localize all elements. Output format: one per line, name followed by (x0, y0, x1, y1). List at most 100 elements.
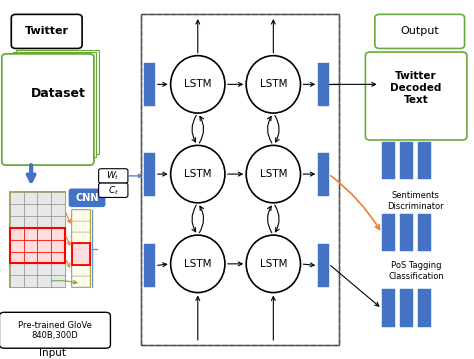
Bar (382, 289, 395, 327)
Bar (51, 275, 64, 287)
Bar (51, 228, 64, 239)
Bar (51, 228, 64, 239)
Bar (24, 239, 37, 252)
Bar (72, 210, 90, 221)
Bar (10, 192, 64, 287)
Bar (17, 50, 99, 154)
Text: Twitter: Twitter (25, 26, 69, 36)
Bar (418, 142, 431, 180)
Bar (318, 153, 328, 196)
Bar (24, 252, 37, 264)
Text: PoS Tagging
Classification: PoS Tagging Classification (388, 261, 444, 281)
Bar (37, 239, 51, 252)
Bar (318, 63, 328, 106)
Bar (72, 265, 90, 276)
Ellipse shape (171, 145, 225, 203)
Bar (10, 228, 24, 239)
Bar (72, 210, 90, 287)
Text: $W_t$: $W_t$ (107, 170, 120, 182)
Ellipse shape (246, 235, 301, 293)
Bar (51, 252, 64, 264)
Bar (13, 52, 96, 157)
FancyBboxPatch shape (99, 183, 128, 197)
FancyBboxPatch shape (11, 14, 82, 48)
Bar (24, 252, 37, 264)
Bar (141, 14, 339, 345)
Bar (10, 275, 24, 287)
Bar (37, 228, 51, 239)
Text: LSTM: LSTM (260, 169, 287, 179)
Bar (37, 239, 51, 252)
Text: Pre-trained GloVe
840B,300D: Pre-trained GloVe 840B,300D (18, 321, 92, 340)
Bar (145, 63, 155, 106)
Bar (51, 252, 64, 264)
Bar (318, 244, 328, 287)
Bar (24, 228, 37, 239)
Bar (400, 214, 413, 251)
Bar (418, 289, 431, 327)
Bar (10, 252, 24, 264)
Bar (24, 264, 37, 275)
Text: LSTM: LSTM (260, 79, 287, 89)
Bar (72, 276, 90, 287)
Bar (72, 221, 90, 232)
Bar (37, 192, 51, 204)
Bar (37, 275, 51, 287)
FancyBboxPatch shape (365, 52, 467, 140)
Bar (24, 192, 37, 204)
Bar (10, 204, 24, 216)
Bar (10, 252, 24, 264)
Bar (418, 214, 431, 251)
FancyBboxPatch shape (69, 189, 105, 206)
Bar (24, 275, 37, 287)
Text: LSTM: LSTM (260, 259, 287, 269)
Bar (37, 228, 51, 239)
Text: LSTM: LSTM (184, 169, 211, 179)
Bar (72, 254, 90, 265)
Bar (382, 214, 395, 251)
Text: Output: Output (401, 26, 439, 36)
Text: Input: Input (39, 348, 66, 358)
Bar (10, 228, 64, 264)
Text: Twitter
Decoded
Text: Twitter Decoded Text (390, 71, 442, 104)
Bar (24, 239, 37, 252)
Bar (51, 264, 64, 275)
Text: LSTM: LSTM (184, 79, 211, 89)
Bar (10, 239, 24, 252)
Bar (10, 228, 24, 239)
Bar (37, 252, 51, 264)
Bar (145, 153, 155, 196)
Bar (382, 142, 395, 180)
FancyBboxPatch shape (375, 14, 465, 48)
Bar (51, 192, 64, 204)
Bar (72, 243, 90, 265)
Text: CNN: CNN (75, 193, 99, 203)
Text: LSTM: LSTM (184, 259, 211, 269)
Bar (24, 204, 37, 216)
Bar (51, 204, 64, 216)
Bar (51, 239, 64, 252)
FancyBboxPatch shape (2, 54, 94, 165)
Bar (400, 289, 413, 327)
Bar (72, 243, 90, 265)
Bar (37, 216, 51, 228)
Ellipse shape (171, 56, 225, 113)
Bar (10, 239, 24, 252)
Bar (37, 264, 51, 275)
Bar (141, 14, 339, 345)
Bar (37, 204, 51, 216)
Bar (10, 55, 92, 159)
Text: Dataset: Dataset (31, 87, 86, 100)
Bar (72, 243, 90, 254)
Bar (10, 192, 24, 204)
Bar (400, 142, 413, 180)
Bar (51, 216, 64, 228)
Text: $C_t$: $C_t$ (108, 184, 119, 196)
Bar (10, 264, 24, 275)
Text: Sentiments
Discriminator: Sentiments Discriminator (388, 191, 444, 211)
Ellipse shape (246, 56, 301, 113)
Bar (72, 232, 90, 243)
Bar (10, 216, 24, 228)
FancyBboxPatch shape (0, 312, 110, 348)
Ellipse shape (246, 145, 301, 203)
